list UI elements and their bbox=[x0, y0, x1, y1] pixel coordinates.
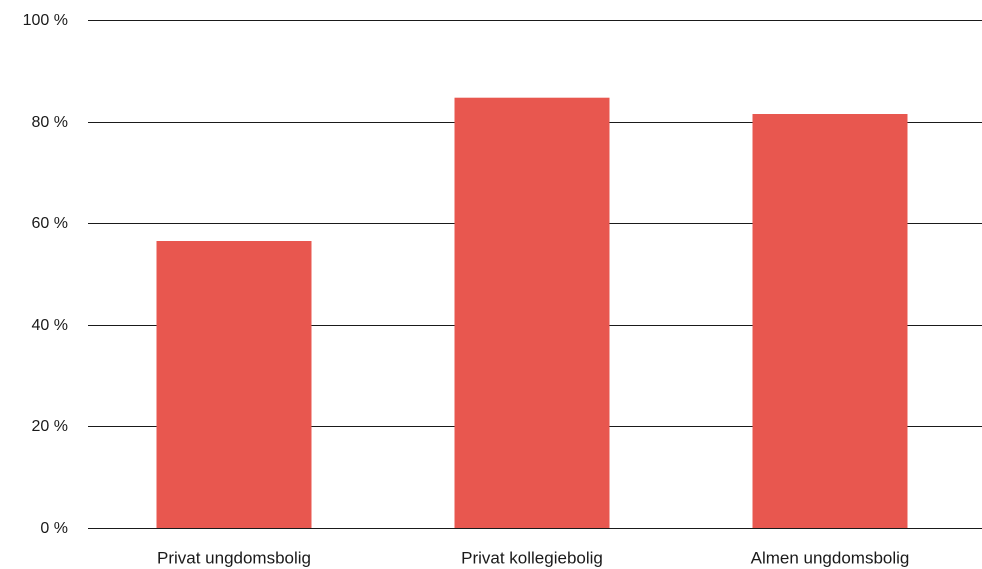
y-axis-ticks: 0 % 20 % 40 % 60 % 80 % 100 % bbox=[23, 12, 68, 537]
y-tick-label: 20 % bbox=[32, 418, 68, 435]
y-tick-label: 40 % bbox=[32, 317, 68, 334]
y-tick-label: 60 % bbox=[32, 215, 68, 232]
x-category-label: Almen ungdomsbolig bbox=[751, 549, 910, 568]
y-tick-label: 0 % bbox=[40, 520, 68, 537]
y-tick-label: 100 % bbox=[23, 12, 68, 29]
bars bbox=[156, 97, 908, 528]
x-axis-labels: Privat ungdomsbolig Privat kollegiebolig A… bbox=[157, 549, 909, 568]
bar bbox=[156, 241, 312, 528]
x-category-label: Privat ungdomsbolig bbox=[157, 549, 311, 568]
y-tick-label: 80 % bbox=[32, 114, 68, 131]
bar bbox=[454, 97, 610, 528]
bar bbox=[752, 114, 908, 528]
x-category-label: Privat kollegiebolig bbox=[461, 549, 603, 568]
